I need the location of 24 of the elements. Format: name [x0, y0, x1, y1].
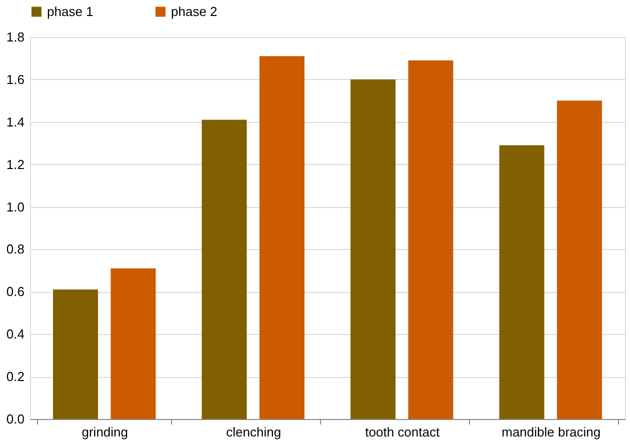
y-tick-label: 1.0: [6, 199, 24, 214]
y-tick-label: 0.4: [6, 326, 24, 342]
y-tick-label: 1.8: [6, 30, 24, 44]
y-tick-label: 1.2: [6, 156, 24, 172]
y-tick-label: 0.8: [6, 242, 24, 257]
bar: [350, 79, 396, 419]
y-tick-label: 0.6: [6, 284, 24, 300]
bar: [53, 290, 98, 419]
bar: [408, 60, 454, 419]
y-tick-label: 1.4: [6, 114, 24, 130]
y-tick-label: 0.0: [6, 412, 24, 426]
x-tick-label: clenching: [226, 424, 282, 440]
bar: [202, 120, 247, 419]
y-tick-label: 0.2: [6, 369, 24, 384]
x-tick-label: tooth contact: [365, 424, 440, 440]
bar: [556, 100, 602, 419]
bar: [499, 145, 544, 419]
y-tick-label: 1.6: [6, 72, 24, 87]
legend-label: phase 2: [171, 4, 218, 19]
x-tick-label: grinding: [82, 424, 128, 440]
bar: [110, 268, 156, 419]
x-tick-label: mandible bracing: [502, 424, 601, 440]
legend-label: phase 1: [47, 4, 94, 19]
bar: [259, 56, 304, 419]
